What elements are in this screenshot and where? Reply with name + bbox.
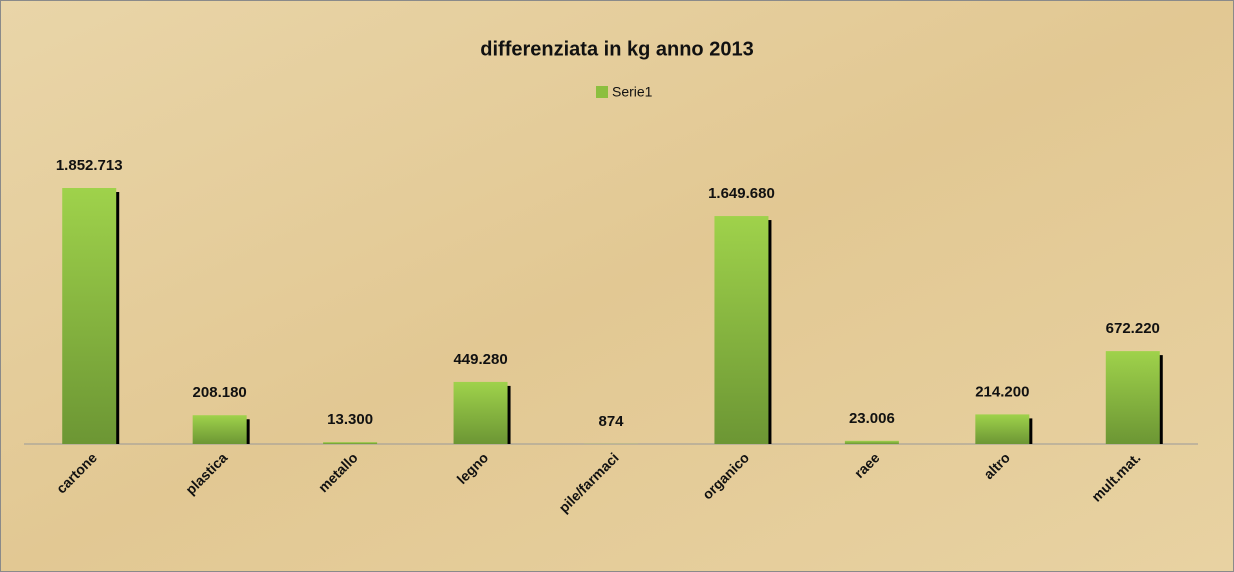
bar xyxy=(453,381,508,444)
value-label: 874 xyxy=(598,413,624,430)
value-label: 449.280 xyxy=(453,351,507,368)
legend-swatch xyxy=(596,86,608,98)
value-label: 1.649.680 xyxy=(708,185,775,202)
value-label: 1.852.713 xyxy=(56,157,123,174)
value-label: 672.220 xyxy=(1106,320,1160,337)
bar xyxy=(62,188,117,444)
bar xyxy=(844,440,899,444)
bar xyxy=(714,216,769,444)
value-label: 13.300 xyxy=(327,411,373,428)
legend-label: Serie1 xyxy=(612,84,653,100)
bar xyxy=(975,414,1030,444)
value-label: 23.006 xyxy=(849,410,895,427)
bar xyxy=(323,442,378,444)
value-label: 214.200 xyxy=(975,383,1029,400)
chart-title: differenziata in kg anno 2013 xyxy=(480,38,753,60)
value-label: 208.180 xyxy=(193,384,247,401)
bar xyxy=(192,415,247,444)
bar xyxy=(1105,351,1160,444)
